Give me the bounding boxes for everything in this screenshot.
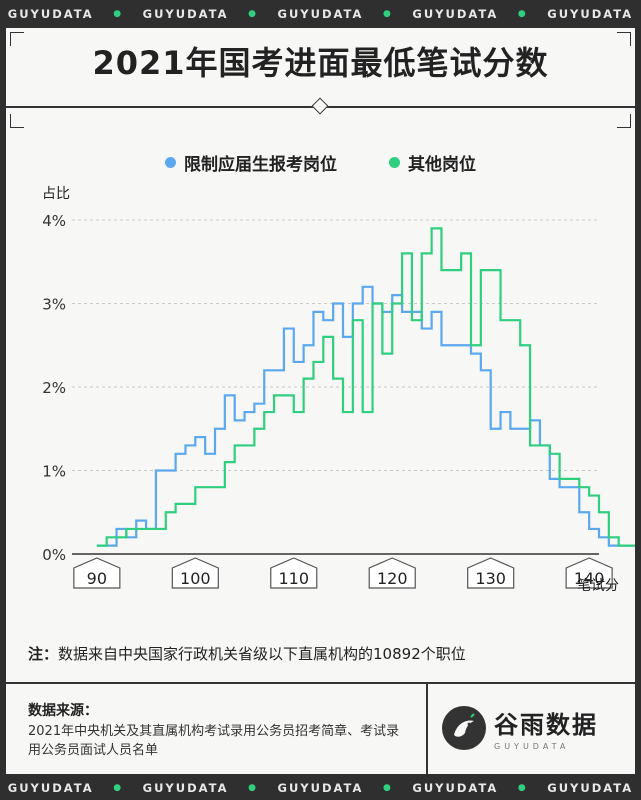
source-label: 数据来源： [28,703,98,719]
ticker-text: GUYUDATA [7,781,94,795]
dot-icon: ● [382,9,393,19]
x-tick-label: 140 [574,569,605,588]
brand-name: 谷雨数据 [494,711,598,739]
x-tick-badge [467,557,515,589]
legend-label-a: 限制应届生报考岗位 [184,155,337,175]
ticker-text: GUYUDATA [277,781,364,795]
ticker-top: GUYUDATA ● GUYUDATA ● GUYUDATA ● GUYUDATA ● … [0,2,641,26]
legend-swatch-a [165,157,176,168]
ticker-text: GUYUDATA [142,781,229,795]
footer-vertical-divider [426,682,428,774]
x-tick-badge [368,557,416,589]
series-line-restricted [96,285,635,547]
dot-icon: ● [248,783,258,793]
ticker-text: GUYUDATA [142,7,229,21]
ticker-bottom: GUYUDATA ● GUYUDATA ● GUYUDATA ● GUYUDATA ● … [0,776,641,800]
ticker-text: GUYUDATA [412,7,499,21]
x-tick-badge [171,557,219,589]
y-tick-label: 1% [42,463,66,481]
footer-divider [6,682,635,684]
y-tick-label: 0% [42,546,66,564]
series-line-other [96,227,635,547]
y-axis-label: 占比 [42,186,70,202]
x-tick-badge [73,557,121,589]
dot-icon: ● [517,783,528,793]
ticker-text: GUYUDATA [547,7,634,21]
x-tick-badge [565,557,613,589]
x-tick-label: 120 [377,569,408,588]
ticker-text: GUYUDATA [277,7,364,21]
note-label: 注： [28,645,59,663]
source-text: 2021年中央机关及其直属机构考试录用公务员招考简章、考试录用公务员面试人员名单 [28,724,400,758]
legend-swatch-b [389,157,400,168]
chart-panel: 2021年国考进面最低笔试分数 限制应届生报考岗位 其他岗位 占比 0% 1% 2% 3… [6,28,635,774]
legend-item-series-a: 限制应届生报考岗位 [165,150,337,175]
x-tick-label: 110 [278,569,309,588]
y-tick-label: 2% [42,379,66,397]
bird-logo-icon [442,706,486,750]
x-tick-label: 130 [475,569,506,588]
y-tick-label: 3% [42,296,66,314]
ticker-text: GUYUDATA [412,781,499,795]
y-tick-label: 4% [42,212,66,230]
footnote: 注：数据来自中央国家行政机关省级以下直属机构的10892个职位 [28,643,466,664]
x-axis-label: 笔试分 [577,578,619,594]
ticker-text: GUYUDATA [547,781,634,795]
dot-icon: ● [113,783,124,793]
x-tick-label: 100 [180,569,211,588]
note-text: 数据来自中央国家行政机关省级以下直属机构的10892个职位 [58,645,466,663]
legend-label-b: 其他岗位 [408,155,476,175]
dot-icon: ● [113,9,124,19]
page-title: 2021年国考进面最低笔试分数 [92,44,549,82]
dot-icon: ● [248,9,258,19]
chart-legend: 限制应届生报考岗位 其他岗位 [6,150,635,175]
dot-icon: ● [517,9,528,19]
brand-name-en: GUYUDATA [494,742,570,751]
x-tick-badge [270,557,318,589]
ticker-text: GUYUDATA [7,7,94,21]
dot-icon: ● [382,783,393,793]
x-tick-label: 90 [87,569,107,588]
brand-block: 谷雨数据 GUYUDATA [442,700,622,756]
legend-item-series-b: 其他岗位 [389,150,476,175]
